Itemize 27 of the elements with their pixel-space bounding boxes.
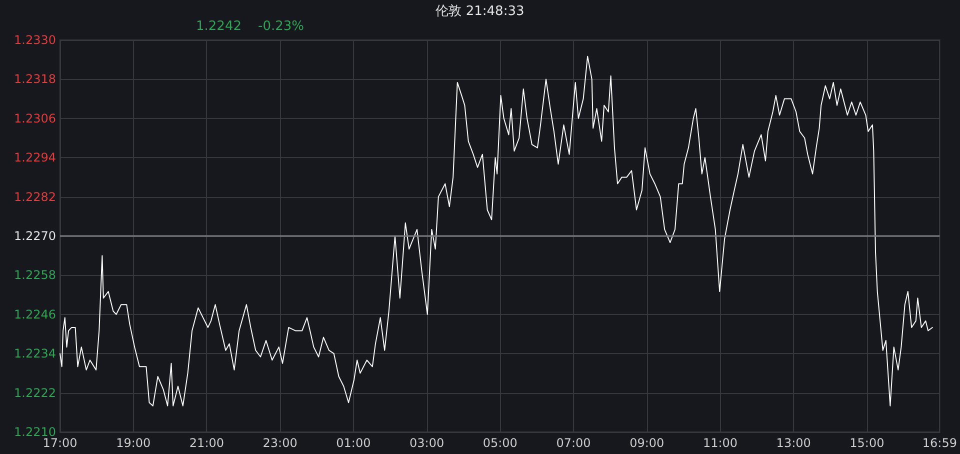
x-tick-label: 15:00 [850,436,884,450]
x-tick-label: 13:00 [776,436,811,450]
chart-title: 伦敦 21:48:33 [436,4,524,19]
y-tick-label: 1.2282 [14,190,56,204]
y-tick-label: 1.2258 [14,268,56,282]
x-tick-label: 07:00 [556,436,591,450]
text: -0.23% [258,19,304,34]
y-tick-label: 1.2306 [14,111,56,126]
x-tick-label: 23:00 [262,436,298,450]
x-tick-label: 16:59 [922,436,958,450]
x-tick-label: 19:00 [116,436,151,450]
y-tick-label: 1.2318 [14,72,56,86]
x-tick-label: 01:00 [336,436,371,450]
y-tick-label: 1.2294 [14,150,56,165]
y-tick-label: 1.2210 [14,425,56,439]
x-tick-label: 11:00 [702,436,738,450]
y-tick-label: 1.2246 [14,307,56,322]
y-tick-label: 1.2234 [14,346,56,361]
x-tick-label: 17:00 [42,436,78,450]
y-tick-label: 1.2270 [14,229,56,243]
x-tick-label: 05:00 [482,436,518,450]
text: 1.2242 [196,19,242,34]
x-tick-label: 21:00 [189,436,224,450]
x-tick-label: 03:00 [410,436,444,450]
y-tick-label: 1.2222 [14,386,56,400]
y-tick-label: 1.2330 [14,33,56,47]
x-tick-label: 09:00 [630,436,664,450]
